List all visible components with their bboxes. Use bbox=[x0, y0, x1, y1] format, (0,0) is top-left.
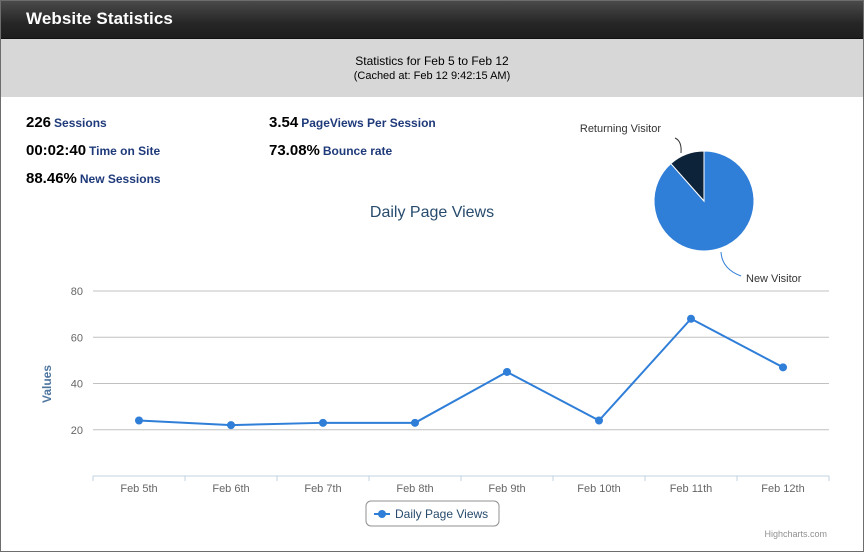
daily-page-views-chart: Daily Page Views Values 20 40 60 80 Feb 5th… bbox=[40, 204, 830, 539]
y-tick-label: 20 bbox=[71, 425, 83, 437]
stat-label: Sessions bbox=[54, 116, 107, 130]
period-header: Statistics for Feb 5 to Feb 12 (Cached a… bbox=[1, 39, 863, 97]
connector-returning bbox=[674, 137, 682, 154]
stat-value: 00:02:40 bbox=[26, 142, 87, 159]
cached-text: (Cached at: Feb 12 9:42:15 AM) bbox=[353, 70, 511, 82]
data-point[interactable] bbox=[135, 416, 143, 425]
x-tick-label: Feb 6th bbox=[212, 483, 249, 495]
data-point[interactable] bbox=[227, 421, 235, 430]
legend-box bbox=[365, 500, 500, 527]
x-tick-label: Feb 8th bbox=[396, 483, 433, 495]
stat-label: Time on Site bbox=[89, 144, 161, 158]
stat-label: Bounce rate bbox=[322, 144, 393, 158]
pie-label-returning: Returning Visitor bbox=[580, 123, 661, 135]
y-tick-label: 40 bbox=[71, 379, 83, 391]
pie-label-new: New Visitor bbox=[746, 273, 802, 285]
x-tick-label: Feb 9th bbox=[488, 483, 525, 495]
data-point[interactable] bbox=[319, 418, 327, 427]
visitor-pie-chart: Returning Visitor New Visitor bbox=[580, 123, 802, 285]
data-point[interactable] bbox=[503, 367, 511, 376]
stat-new-sessions: 88.46% New Sessions bbox=[26, 170, 161, 187]
series-line bbox=[138, 317, 784, 427]
y-tick-label: 60 bbox=[71, 332, 83, 344]
data-point[interactable] bbox=[687, 314, 695, 323]
stat-sessions: 226 Sessions bbox=[26, 114, 107, 131]
stat-value: 226 bbox=[26, 114, 52, 131]
stat-value: 88.46% bbox=[26, 170, 77, 187]
x-tick-label: Feb 7th bbox=[304, 483, 341, 495]
data-point[interactable] bbox=[595, 416, 603, 425]
chart-title: Daily Page Views bbox=[370, 204, 494, 221]
chart-legend[interactable]: Daily Page Views bbox=[365, 500, 500, 527]
stat-label: New Sessions bbox=[79, 172, 161, 186]
title-bar: Website Statistics bbox=[1, 1, 863, 39]
x-tick-label: Feb 11th bbox=[670, 483, 713, 495]
x-tick-label: Feb 12th bbox=[761, 483, 804, 495]
legend-marker-symbol bbox=[378, 510, 386, 518]
stat-pageviews-per-session: 3.54 PageViews Per Session bbox=[269, 114, 436, 131]
stat-time-on-site: 00:02:40 Time on Site bbox=[26, 142, 160, 159]
window-title: Website Statistics bbox=[26, 9, 173, 28]
credits-link[interactable]: Highcharts.com bbox=[764, 529, 827, 539]
stat-bounce-rate: 73.08% Bounce rate bbox=[269, 142, 392, 159]
stat-value: 3.54 bbox=[269, 114, 299, 131]
x-tick-label: Feb 10th bbox=[577, 483, 620, 495]
pie-slice-returning-visitor[interactable] bbox=[670, 150, 705, 203]
connector-new bbox=[720, 251, 742, 277]
stat-label: PageViews Per Session bbox=[301, 116, 436, 130]
legend-item-label: Daily Page Views bbox=[395, 507, 488, 521]
x-tick-label: Feb 5th bbox=[120, 483, 157, 495]
data-point[interactable] bbox=[779, 363, 787, 372]
data-point[interactable] bbox=[411, 418, 419, 427]
y-axis-label: Values bbox=[40, 365, 54, 403]
stat-value: 73.08% bbox=[269, 142, 320, 159]
period-text: Statistics for Feb 5 to Feb 12 bbox=[355, 54, 509, 68]
y-tick-label: 80 bbox=[71, 286, 83, 298]
